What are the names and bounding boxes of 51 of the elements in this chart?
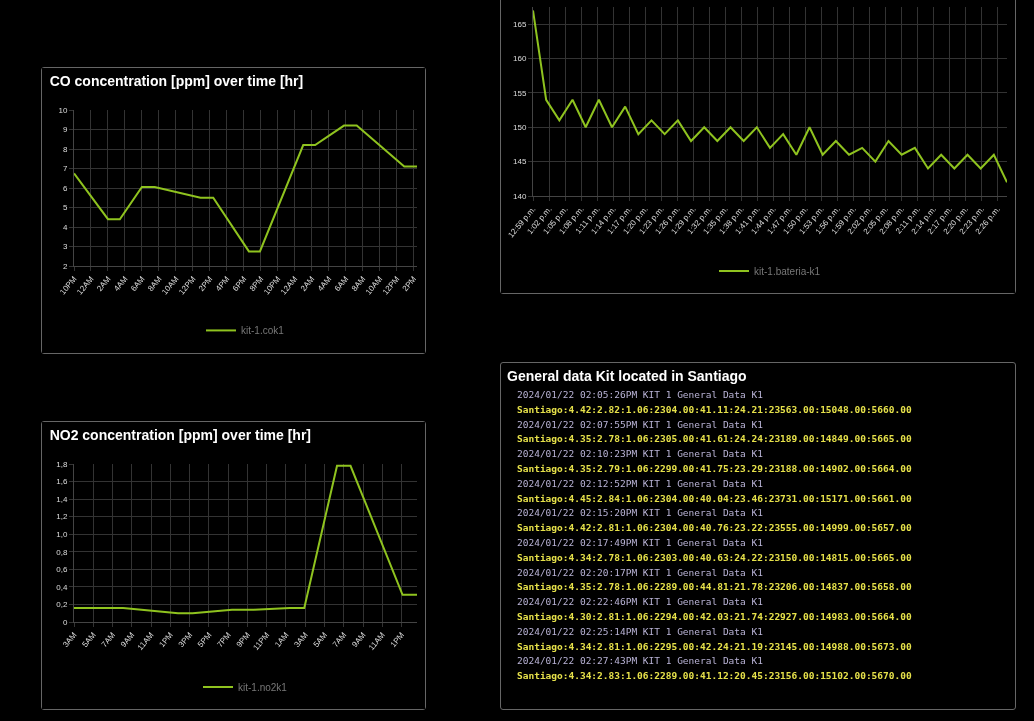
y-tick-label: 1,6 — [56, 477, 68, 487]
chart-title: NO2 concentration [ppm] over time [hr] — [49, 426, 312, 443]
y-tick-label: 9 — [62, 125, 68, 135]
text: Santiago:4.35:2.78:1.06:2305.00:41.61:24.24:23189.00:14849.00:5665.00 — [517, 432, 913, 447]
text: 2024/01/22 02:15:20PM KIT 1 General Data K1 — [517, 506, 764, 521]
y-tick-label: 8 — [62, 144, 68, 154]
y-tick-label: 1,2 — [56, 512, 68, 522]
chart-title: CO concentration [ppm] over time [hr] — [49, 72, 304, 89]
text: Santiago:4.34:2.78:1.06:2303.00:40.63:24.22:23150.00:14815.00:5665.00 — [517, 550, 913, 565]
text: Santiago:4.34:2.83:1.06:2289.00:41.12:20.45:23156.00:15102.00:5670.00 — [517, 669, 913, 684]
text: Santiago:4.42:2.82:1.06:2304.00:41.11:24.21:23563.00:15048.00:5660.00 — [517, 402, 913, 417]
legend-label: kit-1.cok1 — [241, 325, 285, 337]
y-tick-label: 1,4 — [56, 494, 68, 504]
y-tick-label: 0,8 — [56, 547, 68, 557]
y-tick-label: 155 — [513, 88, 527, 98]
y-tick-label: 0,6 — [56, 565, 68, 575]
text: Santiago:4.34:2.81:1.06:2295.00:42.24:21.19:23145.00:14988.00:5673.00 — [517, 639, 913, 654]
y-tick-label: 0,2 — [56, 600, 68, 610]
text: 2024/01/22 02:20:17PM KIT 1 General Data K1 — [517, 565, 764, 580]
text: Santiago:4.45:2.84:1.06:2304.00:40.04:23.46:23731.00:15171.00:5661.00 — [517, 491, 913, 506]
y-tick-label: 160 — [513, 54, 527, 64]
text: 2024/01/22 02:25:14PM KIT 1 General Data K1 — [517, 624, 764, 639]
y-tick-label: 6 — [62, 183, 68, 193]
y-tick-label: 145 — [513, 157, 527, 167]
y-tick-label: 3 — [62, 242, 68, 252]
text: 2024/01/22 02:27:43PM KIT 1 General Data K1 — [517, 654, 764, 669]
text: Santiago:4.42:2.81:1.06:2304.00:40.76:23.22:23555.00:14999.00:5657.00 — [517, 521, 913, 536]
text: 2024/01/22 02:12:52PM KIT 1 General Data K1 — [517, 476, 764, 491]
y-tick-label: 0 — [62, 617, 68, 627]
text: Santiago:4.35:2.79:1.06:2299.00:41.75:23.29:23188.00:14902.00:5664.00 — [517, 462, 913, 476]
y-tick-label: 10 — [58, 105, 68, 115]
text: Santiago:4.35:2.78:1.06:2289.00:44.81:21.78:23206.00:14837.00:5658.00 — [517, 580, 913, 595]
y-tick-label: 165 — [513, 19, 527, 29]
text: 2024/01/22 02:07:55PM KIT 1 General Data K1 — [517, 417, 764, 432]
text: General data Kit located in Santiago — [506, 367, 748, 386]
text: 2024/01/22 02:22:46PM KIT 1 General Data K1 — [517, 595, 764, 610]
legend-label: kit-1.no2k1 — [238, 681, 288, 693]
y-tick-label: 4 — [62, 222, 68, 232]
y-tick-label: 5 — [62, 203, 68, 213]
y-tick-label: 150 — [513, 123, 527, 133]
y-tick-label: 7 — [62, 164, 68, 174]
y-tick-label: 1,0 — [56, 530, 68, 540]
y-tick-label: 2 — [62, 261, 68, 271]
y-tick-label: 1,8 — [56, 459, 68, 469]
y-tick-label: 0,4 — [56, 582, 68, 592]
text: 2024/01/22 02:10:23PM KIT 1 General Data K1 — [517, 447, 764, 462]
text: Santiago:4.30:2.81:1.06:2294.00:42.03:21.74:22927.00:14983.00:5664.00 — [517, 609, 913, 624]
text: 2024/01/22 02:17:49PM KIT 1 General Data K1 — [517, 535, 764, 550]
text: 2024/01/22 02:05:26PM KIT 1 General Data K1 — [517, 388, 764, 402]
y-tick-label: 140 — [513, 191, 527, 201]
legend-label: kit-1.bateria-k1 — [754, 265, 821, 277]
